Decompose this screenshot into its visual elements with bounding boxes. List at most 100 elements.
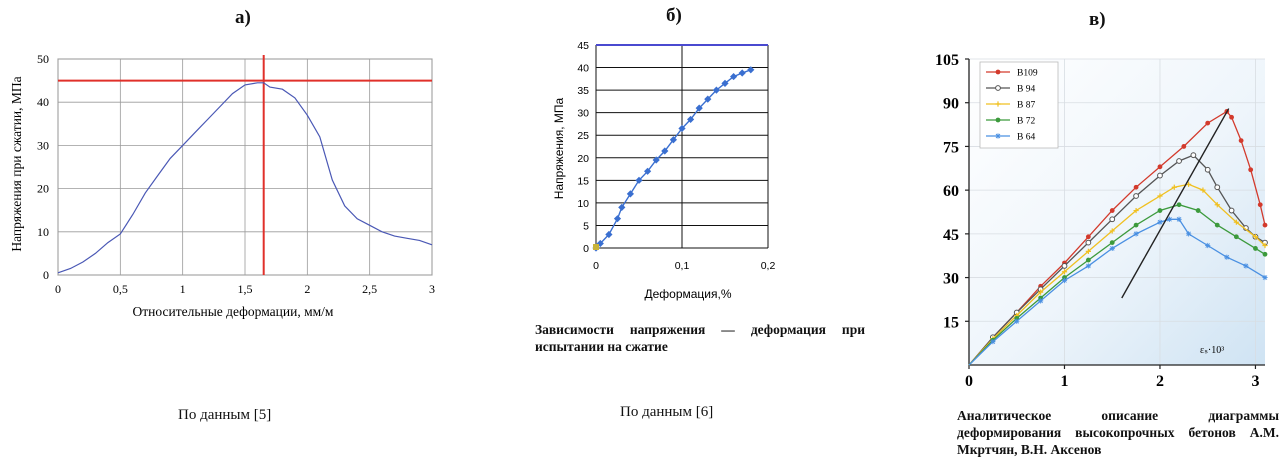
- chart-c-data-point: [1157, 172, 1163, 179]
- chart-b-data-point: [687, 115, 695, 124]
- chart-b-data-point: [738, 69, 746, 77]
- chart-c-legend: [979, 61, 1059, 149]
- chart-c-data-point: [1176, 202, 1182, 208]
- chart-c-reference-line: [1121, 108, 1230, 299]
- chart-b-data-point: [644, 167, 652, 175]
- chart-a-x-tick-label: 2,5: [362, 282, 377, 296]
- chart-c-data-point: [1253, 246, 1258, 251]
- chart-c-data-point: [1061, 277, 1068, 284]
- chart-c-data-point: [1085, 257, 1091, 263]
- chart-a-x-tick-label: 1,5: [238, 282, 253, 296]
- chart-c-legend-label: B 64: [1017, 133, 1035, 143]
- chart-c-data-point: [1205, 120, 1211, 126]
- chart-c-data-point: [1195, 208, 1201, 213]
- chart-c-data-point: [1157, 219, 1163, 225]
- chart-c-annotation: εₛ·10³: [1200, 345, 1224, 356]
- chart-a-series-line: [57, 82, 433, 274]
- chart-b-x-tick-label: 0: [593, 260, 599, 272]
- chart-b-y-tick-label: 15: [577, 175, 589, 187]
- chart-a-x-tick-label: 0: [55, 282, 61, 296]
- chart-a-y-axis-label: Напряжения при сжатии, МПа: [9, 76, 24, 251]
- chart-b-data-point: [721, 79, 729, 87]
- chart-b-data-point: [712, 86, 720, 94]
- chart-b-y-axis-label: Напряжения, МПа: [552, 97, 566, 199]
- chart-c-data-point: [1085, 263, 1091, 269]
- chart-c-data-point: [1248, 167, 1254, 173]
- chart-c-data-point: [995, 85, 1001, 91]
- chart-b-data-point: [605, 230, 613, 239]
- chart-b-data-point: [626, 190, 634, 198]
- chart-a-x-tick-label: 0,5: [113, 282, 128, 296]
- chart-a-y-tick-label: 30: [37, 138, 49, 152]
- chart-c-x-tick-label: 2: [1156, 373, 1164, 390]
- chart-c-series-line: [968, 218, 1266, 366]
- chart-c-data-point: [1085, 248, 1091, 254]
- chart-c-data-point: [1038, 289, 1044, 295]
- chart-b-data-point: [635, 176, 643, 184]
- chart-c-data-point: [990, 339, 996, 345]
- chart-c-x-tick-label: 1: [1060, 373, 1068, 390]
- chart-b-data-point: [652, 156, 660, 164]
- chart-a-y-tick-label: 40: [37, 95, 49, 109]
- chart-c-y-tick-label: 15: [943, 314, 959, 331]
- chart-b-origin-marker: [593, 244, 599, 250]
- chart-c-data-point: [1262, 242, 1268, 249]
- chart-c-data-point: [1228, 207, 1235, 214]
- chart-c-data-point: [1204, 166, 1211, 173]
- chart-c-data-point: [1181, 144, 1187, 149]
- chart-c-data-point: [1061, 263, 1068, 269]
- chart-c-legend-label: B 94: [1017, 85, 1035, 95]
- chart-c-data-point: [1109, 228, 1115, 234]
- source-caption-b: По данным [6]: [620, 404, 714, 420]
- chart-b-y-tick-label: 5: [583, 220, 589, 232]
- chart-c-y-tick-label: 30: [943, 271, 959, 288]
- chart-b-y-tick-label: 20: [577, 153, 589, 165]
- chart-b-data-point: [613, 215, 622, 223]
- chart-c-data-point: [1109, 245, 1115, 252]
- chart-c-y-tick-label: 90: [943, 96, 959, 113]
- chart-c-data-point: [1061, 269, 1068, 275]
- chart-c-data-point: [1085, 234, 1091, 240]
- chart-c-data-point: [1262, 274, 1268, 281]
- chart-c-data-point: [995, 69, 1001, 75]
- chart-c-data-point: [1157, 193, 1163, 199]
- panel-label-b: б): [666, 5, 682, 26]
- chart-c-y-tick-label: 60: [943, 183, 959, 200]
- chart-a-y-tick-label: 20: [37, 182, 49, 196]
- chart-c-data-point: [995, 101, 1001, 107]
- chart-c-data-point: [1133, 231, 1139, 237]
- chart-c-x-tick-label: 0: [965, 373, 973, 390]
- chart-b-data-point: [678, 124, 686, 133]
- chart-c-legend-label: B 87: [1017, 101, 1035, 111]
- chart-a-x-axis-label: Относительные деформации, мм/м: [133, 304, 334, 319]
- chart-c-data-point: [1186, 231, 1192, 237]
- chart-b-y-tick-label: 0: [583, 243, 589, 255]
- chart-c-data-point: [1214, 222, 1220, 228]
- chart-c-data-point: [1224, 254, 1230, 260]
- chart-b-y-tick-label: 35: [577, 85, 589, 97]
- chart-a-y-tick-label: 50: [37, 52, 49, 66]
- chart-c-y-tick-label: 75: [943, 139, 959, 156]
- chart-c-data-point: [1262, 222, 1268, 228]
- chart-b-data-point: [695, 104, 703, 112]
- chart-c-data-point: [1214, 184, 1221, 191]
- chart-c-data-point: [1157, 208, 1163, 213]
- chart-b-data-point: [730, 72, 738, 81]
- chart-b-data-point: [704, 95, 712, 103]
- chart-c-data-point: [1243, 263, 1249, 269]
- chart-c-data-point: [1238, 138, 1244, 144]
- chart-c-data-point: [1133, 193, 1139, 199]
- chart-c-data-point: [1186, 181, 1192, 187]
- chart-c-data-point: [1166, 216, 1173, 222]
- chart-b-data-point: [618, 203, 626, 211]
- chart-a-y-tick-label: 10: [37, 225, 49, 239]
- panel-label-c: в): [1089, 9, 1106, 30]
- chart-c-legend-label: B109: [1017, 69, 1038, 79]
- chart-c-data-point: [995, 133, 1001, 139]
- chart-a-x-tick-label: 3: [429, 282, 435, 296]
- chart-c-data-point: [1233, 234, 1239, 240]
- chart-b-x-tick-label: 0,2: [761, 260, 776, 272]
- chart-b-data-point: [747, 66, 755, 74]
